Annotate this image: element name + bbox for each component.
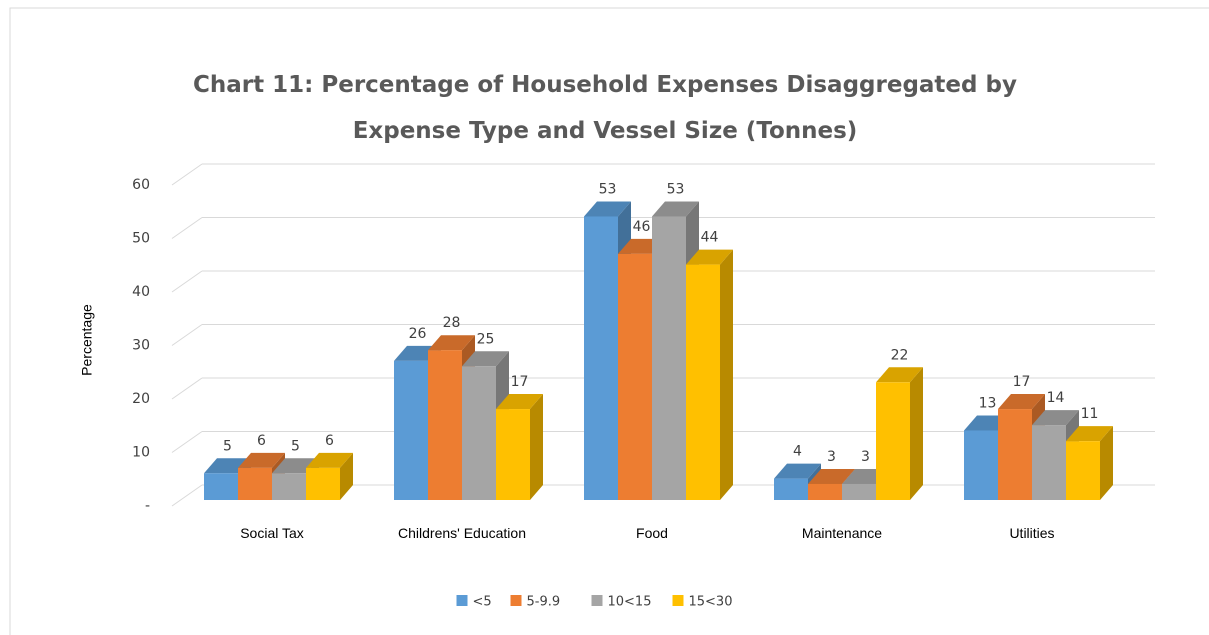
bar xyxy=(964,430,998,500)
data-label: 5 xyxy=(291,438,300,454)
y-tick-label: 60 xyxy=(132,177,150,193)
data-label: 26 xyxy=(409,326,427,342)
bar xyxy=(998,409,1032,500)
bar-side xyxy=(910,367,923,500)
chart-title: Chart 11: Percentage of Household Expens… xyxy=(193,72,1017,144)
bar xyxy=(394,360,428,500)
bar xyxy=(204,473,238,500)
bar xyxy=(686,264,720,500)
x-tick-label: Food xyxy=(636,525,668,541)
legend-label: <5 xyxy=(473,595,492,610)
data-label: 6 xyxy=(325,433,334,449)
legend-label: 10<15 xyxy=(608,595,652,610)
bar xyxy=(842,483,876,500)
grid-line-side xyxy=(171,377,203,400)
y-tick-label: 10 xyxy=(132,445,150,461)
bar-top xyxy=(652,201,699,217)
y-tick-label: 50 xyxy=(132,231,150,247)
y-tick-label: 20 xyxy=(132,391,150,407)
bar xyxy=(1066,441,1100,500)
bar xyxy=(428,350,462,500)
legend-label: 5-9.9 xyxy=(527,595,561,610)
bar xyxy=(306,467,340,500)
bar xyxy=(774,478,808,500)
data-label: 17 xyxy=(1013,374,1031,390)
bar-top xyxy=(998,394,1045,410)
bar-top xyxy=(774,463,821,479)
y-tick-label: - xyxy=(145,498,150,514)
bar xyxy=(652,216,686,500)
legend-swatch xyxy=(510,595,522,606)
grid-line-side xyxy=(171,163,203,186)
bar xyxy=(1032,425,1066,500)
bar-top xyxy=(686,249,733,265)
data-label: 14 xyxy=(1047,390,1065,406)
x-tick-label: Childrens' Education xyxy=(398,525,526,541)
data-label: 3 xyxy=(861,449,870,465)
bar-top xyxy=(496,394,543,410)
data-label: 17 xyxy=(511,374,529,390)
bar-top xyxy=(1032,410,1079,426)
legend-label: 15<30 xyxy=(689,595,733,610)
data-label: 5 xyxy=(223,438,232,454)
data-label: 22 xyxy=(891,347,909,363)
y-tick-label: 30 xyxy=(132,338,150,354)
data-label: 53 xyxy=(599,181,617,197)
bar-top xyxy=(428,335,475,351)
y-tick-label: 40 xyxy=(132,284,150,300)
x-tick-label: Social Tax xyxy=(240,525,304,541)
bar xyxy=(238,467,272,500)
bar xyxy=(618,253,652,500)
grid-line-side xyxy=(171,431,203,453)
bar xyxy=(496,409,530,500)
bar-side xyxy=(340,452,353,500)
bar-top xyxy=(584,201,631,217)
data-label: 28 xyxy=(443,315,461,331)
grid-line-side xyxy=(171,484,203,507)
data-label: 11 xyxy=(1081,406,1099,422)
y-axis-label: Percentage xyxy=(79,304,95,376)
legend-swatch xyxy=(591,595,603,606)
bar-top xyxy=(808,468,855,484)
bar xyxy=(808,483,842,500)
data-label: 4 xyxy=(793,444,802,460)
legend-swatch xyxy=(456,595,468,606)
grid-line-side xyxy=(171,324,203,346)
grid-line-side xyxy=(171,270,203,293)
data-label: 6 xyxy=(257,433,266,449)
bar-side xyxy=(530,394,543,500)
bar xyxy=(876,382,910,500)
bar-top xyxy=(238,452,285,468)
bar-side xyxy=(720,249,733,500)
bar-top xyxy=(462,351,509,367)
data-label: 46 xyxy=(633,219,651,235)
bar-top xyxy=(876,367,923,383)
data-label: 3 xyxy=(827,449,836,465)
grid-line-side xyxy=(171,217,203,239)
bar-side xyxy=(1100,426,1113,500)
data-label: 25 xyxy=(477,331,495,347)
x-tick-label: Maintenance xyxy=(801,525,883,541)
bar-top xyxy=(306,452,353,468)
legend-swatch xyxy=(672,595,684,606)
bar xyxy=(272,473,306,500)
x-tick-label: Utilities xyxy=(1009,525,1055,541)
data-label: 13 xyxy=(979,395,997,411)
bar-top xyxy=(1066,426,1113,442)
bar xyxy=(462,366,496,500)
data-label: 44 xyxy=(701,230,719,246)
bar xyxy=(584,216,618,500)
data-label: 53 xyxy=(667,181,685,197)
